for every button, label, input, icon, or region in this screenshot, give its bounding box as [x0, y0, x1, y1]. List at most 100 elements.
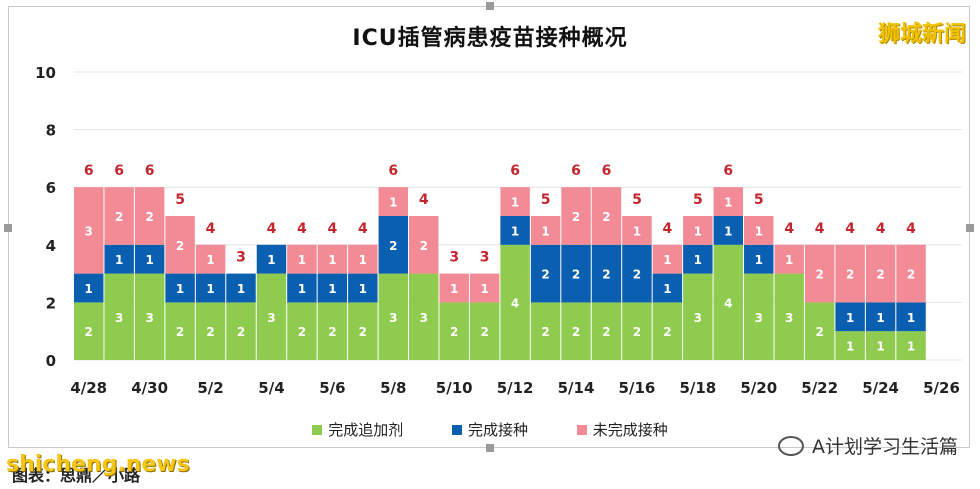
bar-segment	[744, 273, 774, 360]
bar-segment	[195, 244, 226, 274]
bar-segment	[683, 273, 713, 360]
resize-handle-right[interactable]	[966, 224, 974, 232]
bar-total-label: 6	[510, 163, 520, 179]
bar-segment	[439, 302, 469, 360]
y-tick-label: 8	[46, 122, 56, 140]
bar-segment	[683, 244, 713, 274]
account-watermark-text: A计划学习生活篇	[812, 436, 958, 458]
bar-segment-label: 1	[876, 340, 884, 354]
x-tick-label: 5/20	[740, 379, 777, 397]
site-watermark: shicheng.news	[6, 452, 190, 477]
bar-segment-label: 3	[267, 311, 275, 325]
y-tick-label: 4	[46, 237, 56, 255]
bar-segment	[439, 273, 469, 303]
bar-segment	[378, 187, 409, 216]
legend-label-unvaccinated: 未完成接种	[592, 421, 668, 439]
bar-total-label: 4	[358, 221, 368, 237]
bar-segment-label: 2	[450, 325, 458, 339]
legend-item-vaccinated: 完成接种	[451, 419, 528, 440]
bar-segment	[835, 331, 865, 360]
bar-segment-label: 3	[145, 311, 153, 325]
bar-segment-label: 2	[541, 268, 549, 282]
bar-segment	[317, 273, 348, 303]
bar-segment-label: 3	[694, 311, 702, 325]
bar-segment-label: 2	[237, 325, 245, 339]
bar-segment-label: 1	[328, 282, 336, 296]
bar-segment-label: 2	[389, 239, 397, 253]
bar-segment-label: 1	[298, 253, 306, 267]
resize-handle-left[interactable]	[4, 224, 12, 232]
bar-segment-label: 2	[541, 325, 549, 339]
bar-segment-label: 2	[633, 268, 641, 282]
x-tick-label: 5/2	[197, 379, 223, 397]
bar-segment	[287, 302, 317, 360]
bar-segment-label: 1	[633, 224, 641, 238]
bar-segment-label: 2	[298, 325, 306, 339]
bar-segment	[378, 273, 409, 360]
bar-segment-label: 1	[785, 253, 793, 267]
bar-segment-label: 2	[359, 325, 367, 339]
x-tick-label: 4/30	[131, 379, 168, 397]
bar-segment-label: 1	[85, 282, 93, 296]
bar-segment	[500, 216, 530, 245]
bar-segment	[683, 216, 713, 245]
bar-segment	[134, 244, 165, 274]
bar-segment-label: 1	[237, 282, 245, 296]
bar-segment-label: 1	[176, 282, 184, 296]
bar-segment-label: 1	[511, 224, 519, 238]
bar-segment	[804, 302, 835, 360]
bar-segment	[865, 244, 896, 303]
bar-segment-label: 1	[389, 196, 397, 210]
legend-item-unvaccinated: 未完成接种	[576, 419, 668, 440]
bar-segment	[865, 302, 896, 332]
bar-segment-label: 4	[724, 296, 732, 310]
x-tick-label: 5/12	[497, 379, 534, 397]
bar-total-label: 6	[145, 163, 155, 179]
bar-segment	[104, 187, 134, 245]
bar-segment	[622, 302, 652, 360]
bar-total-label: 3	[449, 250, 459, 266]
bar-segment	[195, 273, 226, 303]
bar-segment	[287, 244, 317, 274]
x-tick-label: 5/26	[923, 379, 960, 397]
bar-segment	[74, 273, 104, 303]
bar-total-label: 3	[480, 250, 490, 266]
bar-segment-label: 1	[298, 282, 306, 296]
bar-segment-label: 1	[663, 282, 671, 296]
bar-segment	[591, 302, 622, 360]
bar-segment	[561, 187, 591, 245]
bar-segment	[317, 302, 348, 360]
bar-segment-label: 1	[206, 282, 214, 296]
bar-segment	[652, 273, 683, 303]
bar-segment	[348, 302, 378, 360]
bar-segment-label: 2	[876, 268, 884, 282]
bar-segment-label: 1	[450, 282, 458, 296]
bar-segment-label: 1	[876, 311, 884, 325]
bar-segment-label: 1	[511, 196, 519, 210]
bar-segment	[500, 244, 530, 360]
resize-handle-bottom[interactable]	[486, 444, 494, 452]
bar-segment-label: 1	[328, 253, 336, 267]
bar-segment	[165, 216, 195, 274]
bar-total-label: 5	[632, 192, 642, 208]
bar-total-label: 6	[388, 163, 398, 179]
x-tick-label: 5/18	[679, 379, 716, 397]
bar-segment-label: 3	[115, 311, 123, 325]
bar-segment-label: 3	[420, 311, 428, 325]
x-tick-label: 5/16	[619, 379, 656, 397]
y-tick-label: 6	[46, 179, 56, 197]
bar-total-label: 4	[419, 192, 429, 208]
bar-segment-label: 2	[602, 325, 610, 339]
bar-segment-label: 2	[206, 325, 214, 339]
bar-segment-label: 3	[785, 311, 793, 325]
legend-swatch-unvaccinated	[576, 424, 587, 435]
resize-handle-top[interactable]	[486, 2, 494, 10]
bar-segment-label: 1	[359, 253, 367, 267]
bar-total-label: 5	[693, 192, 703, 208]
bar-segment-label: 2	[846, 268, 854, 282]
bar-segment	[896, 302, 926, 332]
bar-segment	[226, 302, 256, 360]
bar-segment-label: 3	[755, 311, 763, 325]
legend-item-booster: 完成追加剂	[312, 419, 403, 440]
bar-segment	[622, 216, 652, 245]
